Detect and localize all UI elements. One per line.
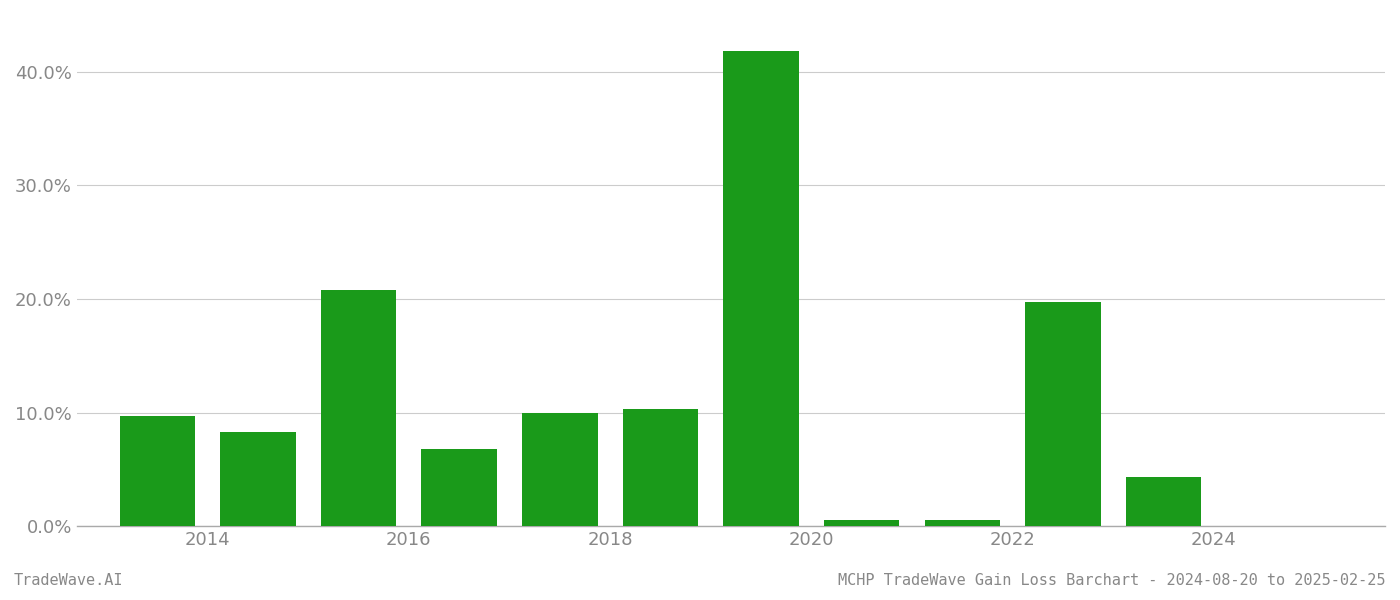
Bar [724,52,799,526]
Bar [522,413,598,526]
Bar [220,432,295,526]
Bar [1025,302,1100,526]
Bar [119,416,195,526]
Bar [321,290,396,526]
Text: TradeWave.AI: TradeWave.AI [14,573,123,588]
Bar [623,409,699,526]
Bar [1126,477,1201,526]
Bar [924,520,1000,526]
Text: MCHP TradeWave Gain Loss Barchart - 2024-08-20 to 2025-02-25: MCHP TradeWave Gain Loss Barchart - 2024… [839,573,1386,588]
Bar [421,449,497,526]
Bar [825,520,899,526]
